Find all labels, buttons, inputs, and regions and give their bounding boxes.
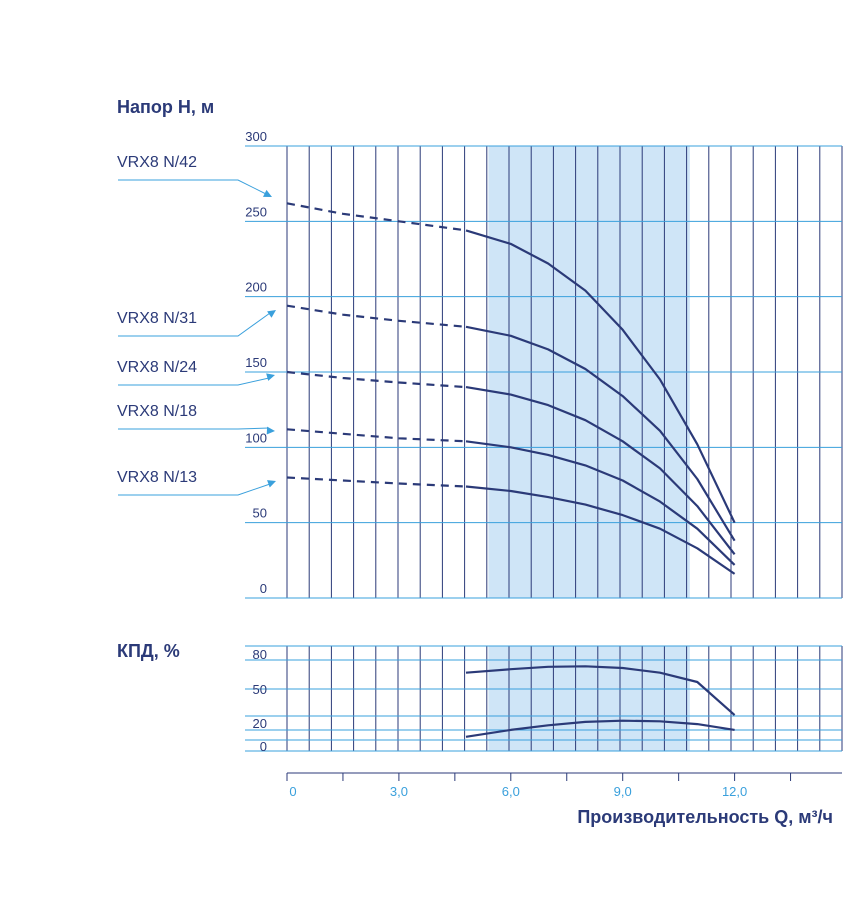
series-label: VRX8 N/24 [117, 359, 197, 376]
series-pointer-line [118, 427, 270, 430]
head-curve [465, 325, 736, 542]
head-curve [465, 229, 736, 524]
efficiency-axis-title: КПД, % [117, 641, 180, 661]
efficiency-curve [465, 665, 736, 716]
head-curve-dashed [286, 202, 467, 232]
head-axis-title: Напор H, м [117, 97, 214, 117]
head-curve [465, 485, 736, 575]
series-label: VRX8 N/42 [117, 154, 197, 171]
x-tick-label: 12,0 [722, 784, 747, 799]
series-pointer-arrowhead [266, 426, 275, 435]
series-pointer-line [118, 312, 271, 337]
series-pointer-line [118, 377, 270, 386]
x-tick-label: 3,0 [390, 784, 408, 799]
head-curve [465, 386, 736, 555]
y-tick-label: 0 [260, 739, 267, 754]
x-tick-label: 9,0 [614, 784, 632, 799]
x-tick-label: 0 [289, 784, 296, 799]
y-tick-label: 250 [245, 204, 267, 219]
flow-axis-title: Производительность Q, м³/ч [577, 807, 833, 827]
y-tick-label: 80 [253, 647, 267, 662]
head-chart-panel: 0 50 100 150 200 250 300 VRX8 N/42 VRX8 N/31 VRX8… [117, 129, 843, 599]
y-tick-label: 20 [253, 716, 267, 731]
efficiency-curve [465, 719, 735, 738]
x-tick-label: 6,0 [502, 784, 520, 799]
y-tick-label: 100 [245, 430, 267, 445]
y-tick-label: 0 [260, 581, 267, 596]
series-pointer-arrowhead [267, 480, 276, 488]
series-label: VRX8 N/18 [117, 403, 197, 420]
head-curve-dashed [286, 370, 467, 389]
flow-x-axis: 0 3,0 6,0 9,0 12,0 [286, 772, 842, 799]
y-tick-label: 200 [245, 280, 267, 295]
y-tick-label: 150 [245, 355, 267, 370]
series-pointer-arrowhead [263, 189, 272, 197]
series-pointer-line [118, 483, 271, 496]
y-tick-label: 50 [253, 506, 267, 521]
series-pointer-arrowhead [267, 310, 276, 318]
series-label: VRX8 N/13 [117, 469, 197, 486]
head-curve-dashed [286, 304, 467, 328]
y-tick-label: 50 [253, 682, 267, 697]
y-tick-label: 300 [245, 129, 267, 144]
head-curve-dashed [286, 428, 467, 443]
series-pointer-line [118, 179, 267, 195]
head-curve [465, 440, 736, 566]
head-curve-dashed [286, 476, 467, 488]
series-pointer-arrowhead [266, 373, 275, 381]
series-label: VRX8 N/31 [117, 310, 197, 327]
efficiency-chart-panel: 0 20 50 80 [245, 645, 843, 754]
recommended-range-band [488, 646, 690, 751]
